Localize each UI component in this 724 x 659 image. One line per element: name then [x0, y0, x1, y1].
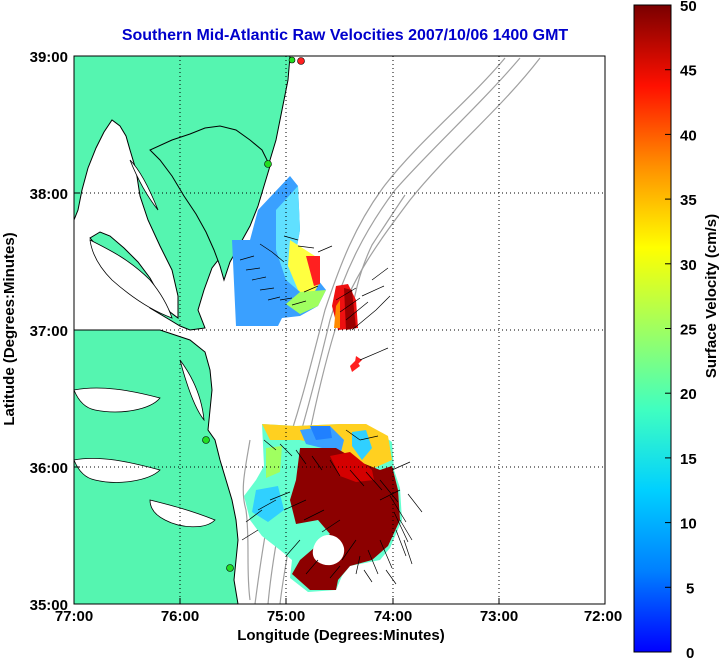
colorbar: 50 45 40 35 30 25 20 15 10 5 0 Surface V… — [633, 0, 720, 659]
map-grid — [74, 56, 605, 604]
colorbar-tick-label: 30 — [680, 257, 697, 274]
y-tick-labels: 39:00 38:00 37:00 36:00 35:00 — [30, 49, 68, 614]
radar-stations — [202, 56, 305, 572]
water-inlets — [74, 159, 216, 528]
station-marker — [297, 57, 305, 65]
colorbar-tick-label: 45 — [680, 63, 697, 80]
y-tick-label: 39:00 — [30, 49, 68, 66]
station-marker — [226, 564, 234, 572]
x-tick-label: 77:00 — [55, 608, 93, 625]
axis-tick-marks — [73, 192, 606, 604]
colorbar-tick-labels: 50 45 40 35 30 25 20 15 10 5 0 — [680, 0, 697, 659]
y-tick-label: 35:00 — [30, 597, 68, 614]
colorbar-tick-label: 10 — [680, 516, 697, 533]
colorbar-tick-label: 40 — [680, 127, 697, 144]
colorbar-gradient — [633, 4, 672, 653]
y-tick-label: 37:00 — [30, 323, 68, 340]
colorbar-tick-label: 25 — [680, 322, 697, 339]
map-title: Southern Mid-Atlantic Raw Velocities 200… — [122, 27, 569, 44]
colorbar-tick-label: 5 — [686, 580, 694, 597]
x-tick-labels: 77:00 76:00 75:00 74:00 73:00 72:00 — [55, 608, 622, 625]
colorbar-tick-label: 20 — [680, 386, 697, 403]
y-axis-label: Latitude (Degrees:Minutes) — [1, 232, 18, 425]
x-tick-label: 72:00 — [584, 608, 622, 625]
station-marker — [288, 56, 296, 64]
colorbar-tick-label: 0 — [686, 645, 694, 659]
x-tick-label: 76:00 — [161, 608, 199, 625]
station-marker — [264, 160, 272, 168]
colorbar-tick-label: 35 — [680, 192, 697, 209]
colorbar-tick-label: 50 — [680, 0, 697, 15]
y-tick-label: 38:00 — [30, 186, 68, 203]
velocity-field-south — [244, 424, 402, 592]
x-tick-label: 74:00 — [374, 608, 412, 625]
colorbar-label: Surface Velocity (cm/s) — [703, 214, 720, 378]
velocity-vectors — [239, 235, 423, 585]
map-panel — [74, 56, 605, 604]
y-tick-label: 36:00 — [30, 460, 68, 477]
x-tick-label: 75:00 — [267, 608, 305, 625]
station-marker — [202, 436, 210, 444]
x-tick-label: 73:00 — [480, 608, 518, 625]
colorbar-tick-label: 15 — [680, 451, 697, 468]
x-axis-label: Longitude (Degrees:Minutes) — [237, 627, 445, 644]
